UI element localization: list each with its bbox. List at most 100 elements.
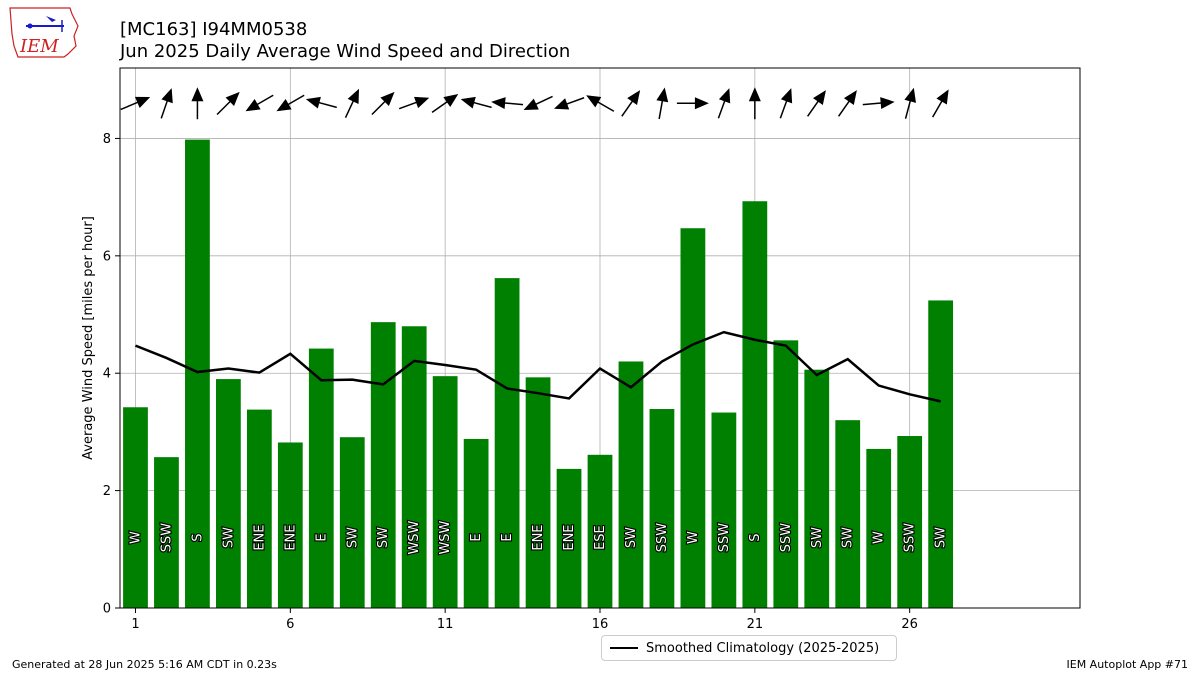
bar-day-12 [463,438,489,608]
wind-arrow-shaft [472,101,492,109]
wind-arrow-head [780,88,793,104]
wind-arrow-day-27 [931,89,949,118]
bar-day-24 [835,420,861,608]
wind-arrow-head [134,96,151,108]
wind-arrow-head [523,98,539,110]
bar-day-13 [494,278,520,608]
wind-arrow-layer [120,87,949,120]
direction-label-day-14: ENE [531,524,546,550]
direction-label-day-3: S [190,533,205,541]
legend-line-swatch [610,647,638,649]
wind-arrow-shaft [534,95,553,106]
wind-arrow-head [586,95,602,108]
direction-label-day-20: SSW [717,523,732,553]
wind-arrow-day-19 [676,97,709,110]
y-tick-label: 0 [103,602,111,617]
x-tick-label: 16 [592,617,609,632]
wind-arrow-day-14 [523,95,553,110]
wind-arrow-head [904,87,916,103]
wind-arrow-day-21 [748,87,761,120]
wind-arrow-head [414,96,430,109]
wind-arrow-day-24 [837,90,857,117]
wind-arrow-shaft [120,100,140,111]
y-axis-label: Average Wind Speed [miles per hour] [81,216,96,460]
wind-arrow-day-17 [621,90,641,117]
climatology-line [135,330,941,403]
wind-arrow-head [936,89,949,105]
bar-day-19 [680,228,706,608]
wind-arrow-shaft [431,100,449,114]
wind-arrow-shaft [503,102,524,106]
direction-label-day-24: SW [841,527,856,548]
direction-label-day-7: E [314,533,329,541]
legend-label: Smoothed Climatology (2025-2025) [646,640,880,656]
y-tick-label: 4 [103,367,111,382]
direction-label-day-6: ENE [283,524,298,550]
direction-label-day-11: WSW [438,520,453,554]
wind-arrow-shaft [398,101,419,110]
wind-arrow-head [443,94,459,107]
bar-day-2 [154,457,179,608]
x-tick-label: 11 [437,617,454,632]
wind-arrow-day-20 [717,88,731,119]
wind-arrow-head [843,90,857,106]
iem-logo: IEM [8,6,80,58]
bar-day-1 [123,407,148,608]
direction-label-day-25: W [872,531,887,544]
bar-day-23 [804,369,830,608]
wind-arrow-head [380,91,395,107]
direction-label-day-16: ESE [593,525,608,550]
x-tick-label: 21 [747,617,764,632]
wind-arrow-day-4 [216,91,240,116]
wind-arrow-shaft [806,99,820,117]
wind-arrow-shaft [317,101,337,109]
wind-arrow-shaft [565,97,585,106]
wind-arrow-head [460,96,476,109]
x-tick-label: 6 [286,617,294,632]
direction-label-day-8: SW [345,527,360,548]
wind-arrow-head [656,87,669,103]
bar-day-21 [742,201,768,608]
bar-day-14 [525,377,551,608]
wind-arrow-day-9 [371,91,395,116]
bar-day-16 [587,454,613,608]
bar-day-10 [401,326,427,608]
bar-day-6 [277,442,303,608]
wind-arrow-shaft [344,99,355,119]
wind-arrow-head [880,97,895,110]
bar-layer [123,139,954,608]
wind-arrow-day-23 [806,90,826,117]
bar-day-25 [866,448,892,608]
wind-arrow-head [694,97,709,110]
direction-label-day-5: ENE [252,524,267,550]
direction-label-day-2: SSW [159,523,174,553]
wind-arrow-head [191,87,204,102]
bar-day-4 [216,379,241,608]
wind-arrow-day-2 [160,88,173,119]
chart-title-line1: [MC163] I94MM0538 [120,19,307,40]
wind-arrow-day-3 [191,87,204,120]
wind-arrow-shaft [621,99,634,117]
direction-label-day-23: SW [810,527,825,548]
direction-label-day-9: SW [376,527,391,548]
bar-day-18 [649,409,675,608]
bar-day-17 [618,361,644,608]
wind-arrow-day-26 [904,87,916,119]
wind-arrow-head [748,87,761,102]
direction-label-day-1: W [128,531,143,544]
wind-arrow-shaft [596,100,615,112]
direction-label-day-21: S [748,533,763,541]
wind-arrow-shaft [216,99,232,116]
x-tick-label: 26 [901,617,918,632]
direction-label-day-12: E [469,533,484,541]
wind-arrow-shaft [837,99,851,117]
bar-day-26 [897,436,923,608]
wind-arrow-shaft [862,102,883,106]
chart-title-line2: Jun 2025 Daily Average Wind Speed and Di… [119,41,570,62]
direction-label-day-26: SSW [903,523,918,553]
wind-arrow-shaft [255,94,274,106]
wind-arrow-head [225,91,240,107]
wind-arrow-day-7 [305,96,337,109]
